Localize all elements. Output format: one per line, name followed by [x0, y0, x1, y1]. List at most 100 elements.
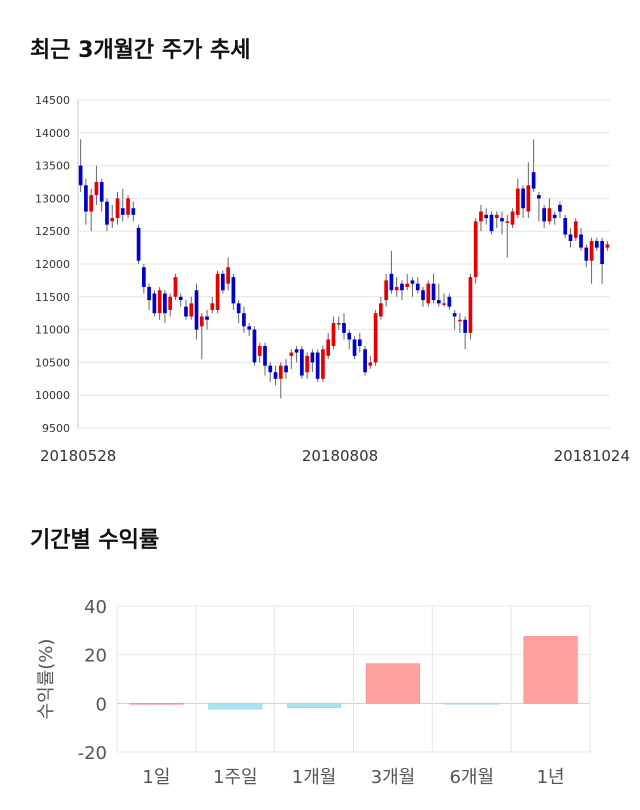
candle-body	[289, 352, 294, 356]
candle-body	[336, 323, 341, 325]
candle-body	[184, 306, 188, 317]
x-tick-label: 20180528	[40, 447, 116, 465]
y-tick-label: 10500	[35, 356, 70, 369]
return-bar	[287, 703, 342, 708]
candle-body	[379, 303, 383, 317]
price-trend-title: 최근 3개월간 주가 추세	[30, 38, 251, 63]
candle-body	[331, 323, 336, 346]
candle-body	[489, 214, 494, 232]
candle-body	[542, 208, 547, 222]
candle-body	[421, 290, 425, 301]
candle-body	[284, 365, 288, 373]
candle-body	[78, 165, 83, 186]
candle-body	[468, 277, 473, 333]
candle-body	[558, 204, 562, 212]
candle-body	[594, 241, 599, 248]
y-tick-label: 12000	[35, 258, 70, 271]
candle-body	[257, 346, 262, 356]
candle-body	[394, 286, 399, 291]
candle-body	[563, 218, 568, 235]
candle-body	[452, 313, 457, 317]
candle-body	[552, 214, 557, 219]
candle-body	[273, 372, 278, 379]
candle-body	[115, 198, 120, 219]
candle-body	[141, 267, 146, 287]
candle-body	[294, 349, 299, 353]
y-axis-title: 수익률(%)	[36, 639, 57, 720]
candle-body	[436, 300, 441, 304]
y-tick-label: 20	[84, 646, 107, 667]
return-bar	[523, 636, 578, 704]
candle-body	[305, 355, 309, 373]
candle-body	[389, 273, 394, 291]
candle-body	[410, 280, 415, 284]
candle-body	[521, 188, 525, 209]
candle-body	[263, 346, 267, 366]
candle-body	[605, 244, 610, 248]
x-tick-label: 6개월	[449, 767, 494, 788]
candle-body	[342, 323, 346, 333]
candle-body	[147, 286, 151, 301]
y-tick-label: 40	[84, 597, 107, 618]
candle-body	[547, 208, 552, 222]
return-bar	[129, 703, 184, 705]
candle-body	[484, 214, 489, 219]
candle-body	[236, 303, 241, 314]
return-bar	[365, 663, 420, 704]
y-tick-label: 9500	[42, 422, 70, 435]
candle-body	[357, 339, 362, 346]
candle-body	[384, 280, 388, 301]
candle-body	[579, 234, 583, 248]
x-tick-label: 1일	[142, 767, 170, 788]
y-tick-label: -20	[78, 743, 107, 764]
y-tick-label: 11000	[35, 324, 70, 337]
candle-body	[252, 329, 257, 363]
candle-body	[126, 198, 130, 215]
candle-body	[221, 273, 225, 291]
y-tick-label: 10000	[35, 389, 70, 402]
candle-body	[568, 234, 573, 242]
candle-body	[531, 172, 536, 189]
y-tick-label: 14000	[35, 127, 70, 140]
candle-body	[479, 211, 483, 222]
candle-body	[584, 247, 589, 261]
candle-body	[194, 290, 199, 330]
candle-body	[463, 319, 467, 333]
candle-body	[231, 277, 236, 304]
candle-body	[458, 319, 462, 322]
candle-body	[310, 352, 315, 363]
y-tick-label: 12500	[35, 225, 70, 238]
candle-body	[99, 182, 104, 202]
candle-body	[226, 267, 230, 284]
candle-body	[515, 188, 520, 215]
candle-body	[300, 349, 304, 376]
candle-body	[178, 296, 183, 301]
y-tick-label: 13000	[35, 192, 70, 205]
candle-body	[268, 365, 273, 373]
candle-body	[368, 362, 373, 366]
candle-body	[89, 195, 94, 212]
candle-body	[247, 326, 252, 330]
candle-body	[347, 332, 352, 340]
x-tick-label: 1년	[537, 767, 565, 788]
candle-body	[278, 365, 283, 379]
candle-body	[152, 293, 157, 314]
return-bar	[208, 703, 263, 710]
return-bar	[444, 703, 499, 705]
y-tick-label: 13500	[35, 160, 70, 173]
candle-body	[442, 303, 446, 305]
candle-body	[189, 303, 194, 317]
candle-body	[205, 316, 209, 320]
candle-body	[215, 273, 220, 310]
candle-body	[110, 218, 115, 222]
candle-body	[173, 277, 178, 297]
candle-body	[315, 352, 320, 379]
candle-body	[94, 182, 99, 196]
candle-body	[168, 296, 173, 310]
candle-body	[373, 313, 378, 363]
candle-body	[321, 349, 325, 379]
candle-body	[500, 218, 504, 222]
candle-body	[473, 221, 478, 278]
candle-body	[120, 208, 125, 215]
